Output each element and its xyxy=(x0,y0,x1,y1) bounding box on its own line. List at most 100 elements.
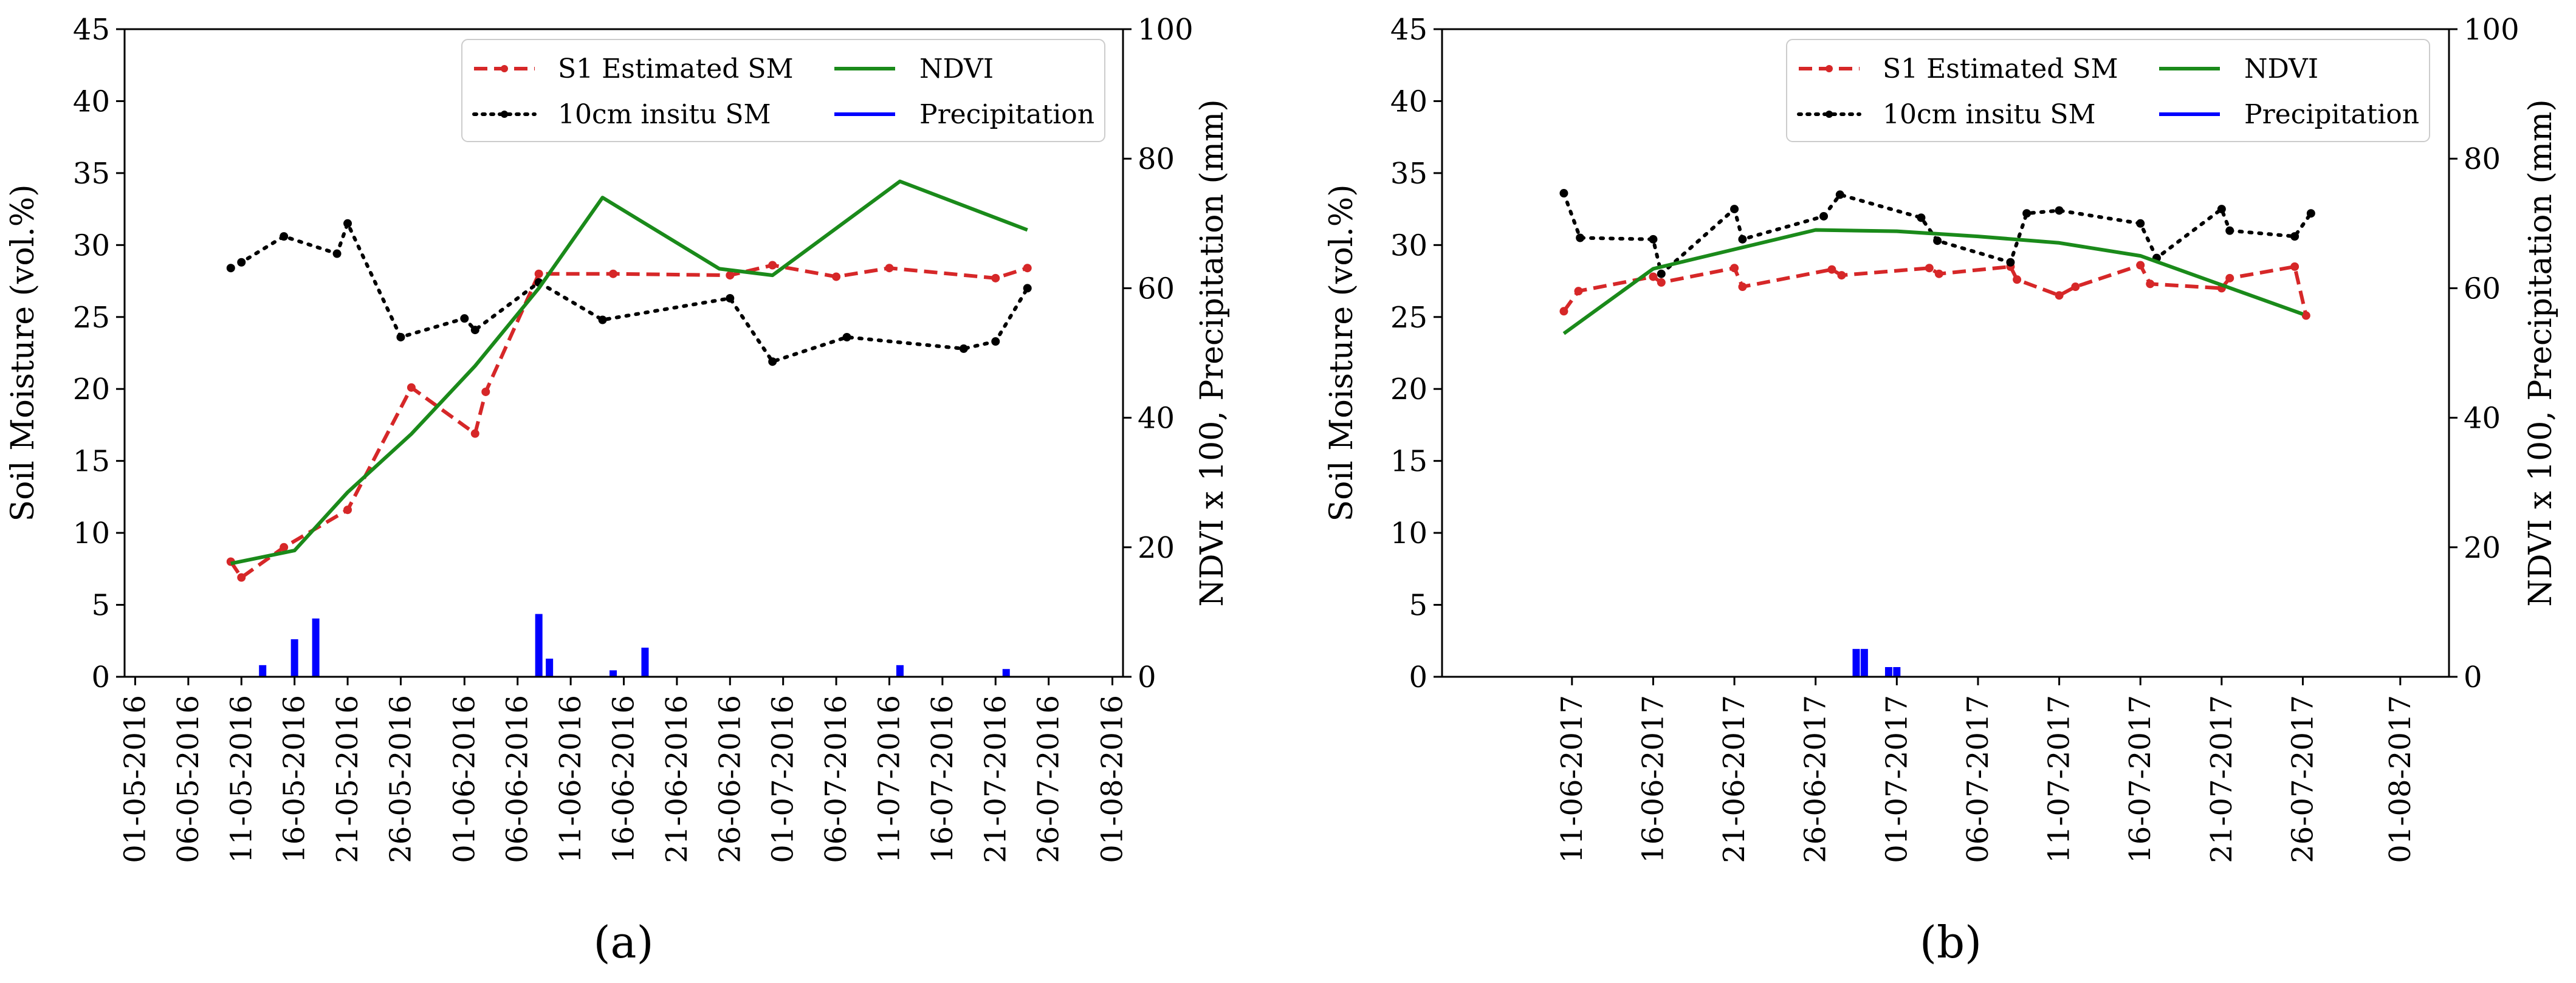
y-tick-label-b: 40 xyxy=(1390,84,1427,118)
10cm-insitu-sm-point-a xyxy=(280,232,289,241)
precipitation-bar-a xyxy=(641,648,649,677)
legend-box-a xyxy=(461,39,1105,142)
s1-estimated-sm-line-b xyxy=(1562,263,2308,317)
s1-estimated-sm-point-b xyxy=(2301,311,2310,320)
tick-labels-a: 0 5 10 15 20 25 30 35 40 45 0 20 40 60 80 100 01-05-2016… xyxy=(73,13,1194,863)
s1-estimated-sm-point-b xyxy=(1559,307,1568,316)
y2-tick-label-b: 80 xyxy=(2464,142,2501,176)
10cm-insitu-sm-point-a xyxy=(470,326,479,335)
precipitation-bar-a xyxy=(535,614,543,677)
precipitation-bar-a xyxy=(896,665,904,677)
y-axis-label-b: Soil Moisture (vol.%) xyxy=(1324,185,1360,522)
y-tick-label-a: 15 xyxy=(73,445,110,479)
plot-area-a xyxy=(226,179,1032,677)
x-tick-label-a: 21-05-2016 xyxy=(331,695,365,863)
precipitation-bar-a xyxy=(290,639,298,677)
s1-estimated-sm-point-a xyxy=(407,383,416,392)
legend-label-10cm-insitu-sm-a: 10cm insitu SM xyxy=(558,99,771,130)
x-tick-label-b: 01-07-2017 xyxy=(1880,695,1914,863)
precipitation-bar-a xyxy=(546,659,554,677)
10cm-insitu-sm-point-b xyxy=(1576,233,1585,242)
y2-tick-label-b: 0 xyxy=(2464,660,2482,694)
s1-estimated-sm-point-b xyxy=(1730,264,1739,273)
10cm-insitu-sm-point-b xyxy=(1917,213,1926,222)
tick-labels-b: 0 5 10 15 20 25 30 35 40 45 0 20 40 60 80 100 11-06-2017… xyxy=(1390,13,2519,863)
y2-tick-label-b: 60 xyxy=(2464,272,2501,306)
10cm-insitu-sm-point-a xyxy=(991,337,1000,346)
x-tick-label-a: 16-06-2016 xyxy=(607,695,641,863)
10cm-insitu-sm-point-b xyxy=(1649,235,1658,244)
x-tick-label-a: 01-07-2016 xyxy=(766,695,800,863)
10cm-insitu-sm-point-b xyxy=(1738,235,1747,244)
precipitation-bar-b xyxy=(1852,649,1860,677)
precipitation-bar-b xyxy=(1884,667,1892,677)
s1-estimated-sm-point-a xyxy=(768,261,777,270)
s1-estimated-sm-point-a xyxy=(470,429,479,438)
10cm-insitu-sm-point-a xyxy=(226,264,235,273)
10cm-insitu-sm-point-a xyxy=(842,332,851,341)
ndvi-line-b xyxy=(1562,228,2304,335)
precipitation-bar-b xyxy=(1860,649,1868,677)
y-tick-label-a: 30 xyxy=(73,228,110,262)
s1-estimated-sm-point-a xyxy=(237,573,246,582)
s1-estimated-sm-point-a xyxy=(534,269,543,278)
legend-b: S1 Estimated SM 10cm insitu SM NDVI Prec… xyxy=(1786,39,2430,142)
x-tick-label-b: 21-06-2017 xyxy=(1717,695,1751,863)
10cm-insitu-sm-point-b xyxy=(1559,189,1568,198)
10cm-insitu-sm-point-b xyxy=(1835,190,1844,199)
s1-estimated-sm-point-b xyxy=(1574,287,1583,296)
axes-frame-a xyxy=(123,28,1124,678)
y-tick-label-b: 25 xyxy=(1390,301,1427,335)
10cm-insitu-sm-point-b xyxy=(1730,205,1739,214)
s1-estimated-sm-point-a xyxy=(343,505,352,515)
s1-estimated-sm-point-a xyxy=(481,387,490,396)
10cm-insitu-sm-point-a xyxy=(768,357,777,366)
x-tick-label-b: 11-06-2017 xyxy=(1555,695,1589,863)
10cm-insitu-sm-point-b xyxy=(1819,211,1829,221)
x-tick-label-b: 01-08-2017 xyxy=(2383,695,2417,863)
s1-estimated-sm-point-b xyxy=(2146,279,2155,289)
axes-frame-b xyxy=(1441,28,2450,678)
y-tick-label-b: 45 xyxy=(1390,13,1427,47)
legend-marker-10cm-insitu-sm-a xyxy=(501,111,508,118)
plot-area-b xyxy=(1559,189,2315,677)
s1-estimated-sm-point-a xyxy=(991,273,1000,283)
10cm-insitu-sm-point-b xyxy=(1657,269,1666,278)
y2-tick-label-a: 100 xyxy=(1138,13,1194,47)
10cm-insitu-sm-point-b xyxy=(2006,258,2015,267)
s1-estimated-sm-point-b xyxy=(2055,291,2064,300)
x-tick-label-b: 16-07-2017 xyxy=(2123,695,2157,863)
y-axis-label-a: Soil Moisture (vol.%) xyxy=(5,185,41,522)
precipitation-bar-a xyxy=(1002,669,1010,677)
y-tick-label-a: 25 xyxy=(73,301,110,335)
x-tick-label-a: 01-05-2016 xyxy=(118,695,152,863)
10cm-insitu-sm-point-b xyxy=(2022,209,2032,218)
ndvi-line-a xyxy=(230,179,1028,566)
y-tick-label-b: 20 xyxy=(1390,372,1427,406)
y2-tick-label-a: 80 xyxy=(1138,142,1175,176)
s1-estimated-sm-point-a xyxy=(609,269,618,278)
x-tick-label-b: 11-07-2017 xyxy=(2042,695,2076,863)
legend-label-precipitation-a: Precipitation xyxy=(919,99,1094,130)
legend-marker-s1-estimated-sm-b xyxy=(1826,65,1833,72)
legend-label-s1-estimated-sm-a: S1 Estimated SM xyxy=(558,53,794,84)
x-tick-label-a: 11-07-2016 xyxy=(872,695,906,863)
x-tick-label-a: 01-08-2016 xyxy=(1096,695,1130,863)
legend-box-b xyxy=(1786,39,2430,142)
s1-estimated-sm-point-b xyxy=(1934,269,1943,278)
y-tick-label-a: 20 xyxy=(73,372,110,406)
y-tick-label-a: 35 xyxy=(73,157,110,191)
s1-estimated-sm-point-b xyxy=(1925,264,1934,273)
x-tick-label-a: 06-05-2016 xyxy=(171,695,205,863)
10cm-insitu-sm-point-a xyxy=(460,314,469,323)
y-tick-label-a: 40 xyxy=(73,84,110,118)
precipitation-bar-a xyxy=(610,670,617,677)
y-tick-label-a: 0 xyxy=(91,660,110,694)
s1-estimated-sm-point-b xyxy=(1837,271,1846,280)
x-tick-label-a: 26-05-2016 xyxy=(383,695,417,863)
x-tick-label-a: 16-07-2016 xyxy=(926,695,960,863)
10cm-insitu-sm-point-b xyxy=(2306,209,2315,218)
x-tick-label-b: 26-07-2017 xyxy=(2286,695,2320,863)
y-tick-label-a: 5 xyxy=(91,589,110,623)
